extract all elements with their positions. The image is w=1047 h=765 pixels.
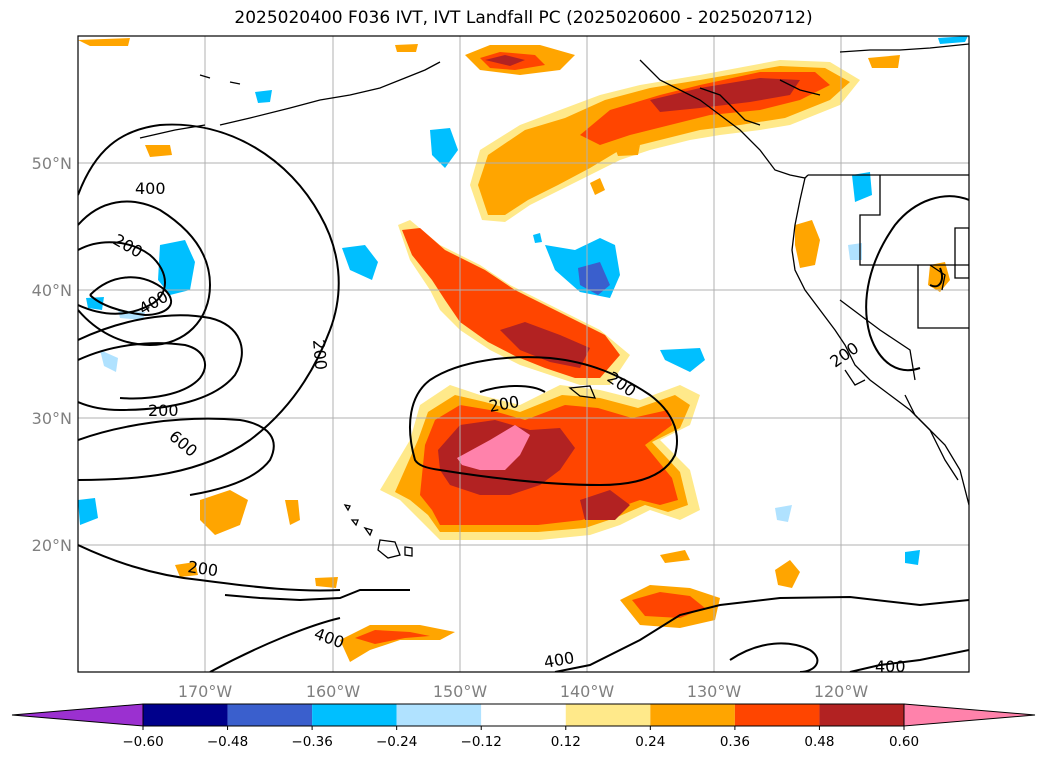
colorbar-bin [227, 704, 313, 726]
contour-label: 400 [135, 179, 166, 198]
lon-tick-label: 170°W [178, 682, 233, 701]
colorbar-tick-label: 0.60 [889, 734, 919, 750]
lat-tick-label: 40°N [32, 281, 72, 300]
ivt-contours [78, 123, 969, 672]
contour-label: 400 [875, 657, 906, 676]
contour-label: 200 [148, 401, 179, 420]
colorbar-bin [819, 704, 904, 726]
lon-tick-label: 150°W [433, 682, 488, 701]
colorbar-tick-label: −0.60 [122, 734, 163, 750]
contour-label: 200 [186, 557, 219, 580]
colorbar-bin [734, 704, 820, 726]
colorbar-bin [396, 704, 482, 726]
colorbar-bin [650, 704, 735, 726]
colorbar-extend-max [903, 703, 1036, 727]
colorbar-outline [142, 703, 905, 727]
colorbar-tick-label: −0.12 [461, 734, 502, 750]
lat-tick-label: 30°N [32, 409, 72, 428]
colorbar-tick-label: 0.36 [720, 734, 750, 750]
gridlines [78, 36, 969, 672]
colorbar-tick-label: 0.24 [635, 734, 665, 750]
lon-tick-labels: 170°W 160°W 150°W 140°W 130°W 120°W [178, 682, 869, 701]
colorbar-bin [143, 704, 228, 726]
lon-tick-label: 160°W [306, 682, 361, 701]
lat-tick-label: 50°N [32, 154, 72, 173]
colorbar-bin [481, 704, 566, 726]
colorbar-bin [565, 704, 651, 726]
colorbar-tick-label: −0.24 [376, 734, 417, 750]
lat-tick-labels: 50°N 40°N 30°N 20°N [32, 154, 72, 555]
colorbar-bin [312, 704, 397, 726]
colorbar-extend-min [11, 703, 144, 727]
colorbar-tick-label: 0.12 [551, 734, 581, 750]
map-title: 2025020400 F036 IVT, IVT Landfall PC (20… [234, 8, 813, 28]
max-pc-core [457, 425, 530, 470]
colorbar-tick-label: 0.48 [804, 734, 834, 750]
lon-tick-label: 130°W [687, 682, 742, 701]
negative-pc-fill [78, 36, 968, 565]
lon-tick-label: 140°W [560, 682, 615, 701]
lat-tick-label: 20°N [32, 536, 72, 555]
coastlines [139, 43, 969, 559]
colorbar-tick-label: −0.48 [207, 734, 248, 750]
lon-tick-label: 120°W [814, 682, 869, 701]
plot-frame [77, 35, 970, 673]
colorbar-tick-label: −0.36 [291, 734, 332, 750]
contour-label: 200 [309, 339, 331, 371]
colorbar: −0.60 −0.48 −0.36 −0.24 −0.12 0.12 0.24 0.36 0.4… [11, 703, 1036, 750]
